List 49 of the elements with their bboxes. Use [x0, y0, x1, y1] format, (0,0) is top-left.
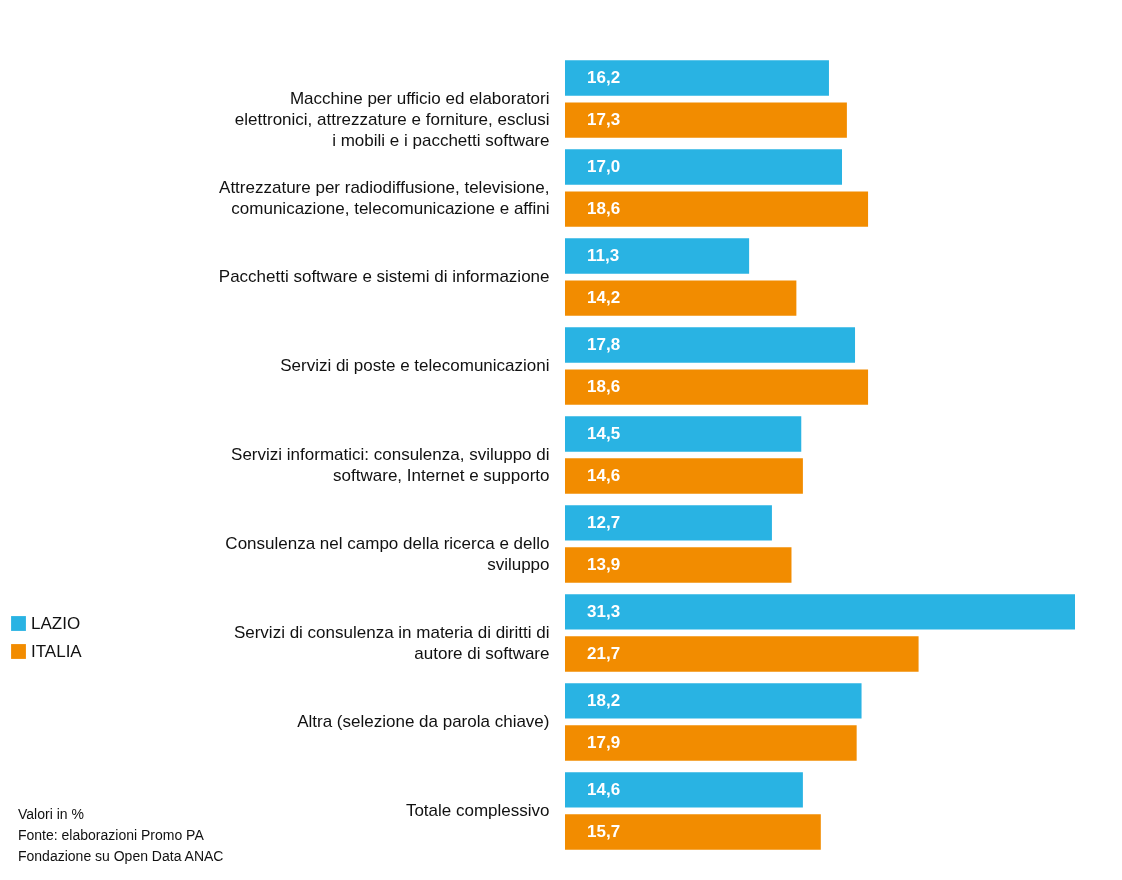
data-label: 18,6	[587, 199, 621, 219]
data-label: 21,7	[587, 644, 621, 664]
y-tick-label: Servizi di consulenza in materia di diritti di autore di software	[233, 622, 550, 663]
bar	[565, 369, 869, 405]
y-tick-label: Pacchetti software e sistemi di informazione	[218, 267, 550, 287]
bar	[565, 327, 856, 363]
bar	[565, 636, 919, 672]
bar	[565, 547, 792, 583]
bar	[565, 683, 862, 719]
data-label: 17,0	[587, 157, 621, 176]
data-label: 15,7	[587, 821, 621, 841]
bar	[565, 280, 797, 316]
data-label: 14,5	[587, 423, 621, 443]
data-label: 17,8	[587, 334, 621, 354]
data-label: 17,9	[587, 733, 621, 752]
y-tick-label: Totale complessivo	[405, 800, 550, 820]
bar	[565, 416, 802, 452]
data-label: 18,2	[587, 690, 621, 710]
bar	[565, 725, 857, 761]
y-tick-label: Altra (selezione da parola chiave)	[297, 711, 550, 731]
bar	[565, 814, 821, 850]
y-tick-label: Servizi di poste e telecomunicazioni	[280, 356, 550, 376]
bar	[565, 60, 829, 96]
data-label: 11,3	[587, 245, 620, 265]
text: Valori in %	[18, 805, 85, 824]
y-tick-label: Servizi informatici: consulenza, sviluppo di software, Internet e supporto	[231, 445, 550, 485]
bar	[565, 772, 803, 808]
data-label: 18,6	[587, 377, 621, 397]
bar	[565, 594, 1075, 630]
data-label: 14,6	[587, 779, 621, 799]
source-note: Fonte: elaborazioni Promo PA Fondazione su Open Data ANAC	[18, 826, 225, 866]
bar	[565, 238, 750, 274]
legend-label: ITALIA	[31, 641, 83, 661]
data-label: 17,3	[587, 110, 621, 130]
data-label: 13,9	[587, 555, 621, 575]
data-label: 16,2	[587, 68, 621, 88]
y-tick-label: Macchine per ufficio ed elaboratori elettronici, attrezzature e forniture, esclusi i mobili e i pacchetti software	[234, 89, 550, 151]
legend-label: LAZIO	[31, 613, 81, 633]
data-label: 14,2	[587, 288, 621, 308]
bar	[565, 458, 803, 494]
y-tick-label: Attrezzature per radiodiffusione, televisione, comunicazione, telecomunicazione e affini	[219, 178, 550, 219]
bar	[565, 102, 847, 138]
bar	[565, 191, 869, 227]
data-label: 14,6	[587, 466, 621, 486]
bar	[565, 505, 772, 541]
bar	[565, 149, 842, 185]
data-label: 12,7	[587, 512, 621, 532]
data-label: 31,3	[587, 601, 621, 621]
y-tick-label: Consulenza nel campo della ricerca e dello sviluppo	[225, 533, 550, 574]
